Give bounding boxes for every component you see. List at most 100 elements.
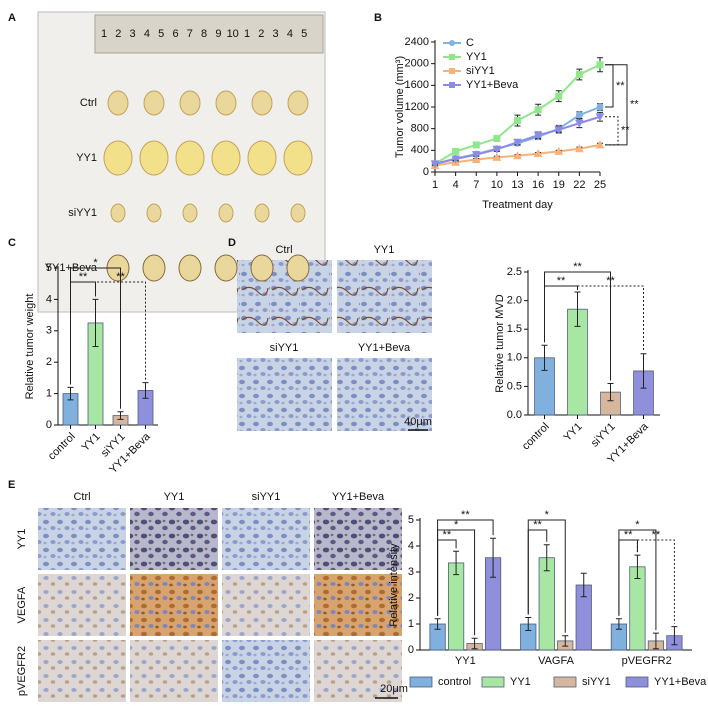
y-tick-label: 400 [411, 144, 429, 156]
marker [430, 160, 440, 169]
ihc-image [237, 358, 332, 431]
ihc-image [337, 260, 432, 333]
x-tick-label: 19 [553, 179, 565, 191]
tumor [182, 203, 198, 223]
error-bar [471, 637, 478, 650]
ruler [94, 14, 324, 54]
significance-label: * [93, 257, 98, 269]
error-bar [580, 572, 587, 598]
marker [575, 144, 584, 153]
marker [596, 61, 604, 69]
bar [447, 562, 465, 651]
y-tick-label: 3 [408, 566, 414, 578]
marker [514, 117, 521, 125]
significance-bracket [605, 64, 628, 146]
legend-label: control [438, 676, 471, 688]
bar [538, 557, 555, 651]
significance-label: ** [79, 271, 88, 283]
ruler-number: 5 [301, 28, 307, 40]
error-bar [607, 383, 614, 402]
error-bar [562, 635, 569, 647]
ihc-image [314, 508, 402, 570]
marker [533, 149, 543, 158]
ruler-number: 10 [227, 28, 239, 40]
tumor [107, 90, 129, 116]
ihc-image [38, 508, 126, 570]
tumor [110, 203, 126, 223]
y-tick-label: 5 [408, 514, 414, 526]
ihc-image [38, 574, 126, 636]
y-tick-label: 1 [408, 618, 414, 630]
row-label: VEGFA [16, 586, 28, 623]
significance-bracket [437, 519, 494, 616]
marker [513, 138, 522, 147]
scale-label: 40μm [404, 416, 432, 428]
row-label: YY1 [76, 152, 97, 164]
tumor [286, 254, 310, 282]
legend-marker [449, 82, 455, 88]
error-bar [117, 411, 124, 420]
legend-swatch [409, 676, 433, 688]
marker [471, 151, 481, 160]
y-tick-label: 0 [408, 644, 414, 656]
x-tick-label: 16 [532, 179, 544, 191]
marker [554, 126, 564, 135]
ihc-image [130, 508, 218, 570]
marker [575, 71, 583, 78]
error-bar [671, 626, 678, 646]
x-tick-label: 4 [453, 179, 459, 191]
significance-bracket [618, 529, 657, 631]
column-label: YY1+Beva [332, 491, 385, 503]
y-tick-label: 4 [46, 293, 52, 305]
x-tick-label: control [520, 421, 552, 453]
legend-label: YY1 [510, 676, 531, 688]
x-tick-label: 10 [491, 179, 503, 191]
x-tick-label: 25 [594, 179, 606, 191]
x-tick-label: 7 [473, 179, 479, 191]
marker [513, 151, 522, 160]
marker [596, 103, 604, 111]
marker [554, 146, 564, 155]
row-label: Ctrl [80, 97, 97, 109]
legend-label: YY1 [466, 51, 487, 63]
scale-label: 20μm [380, 683, 408, 695]
marker [492, 152, 502, 161]
tumor [251, 90, 273, 116]
error-bar [574, 291, 581, 327]
tumor [287, 90, 309, 116]
x-tick-label: 22 [573, 179, 585, 191]
y-tick-label: 2000 [405, 58, 429, 70]
marker [492, 145, 502, 154]
y-tick-label: 5 [46, 262, 52, 274]
ihc-image [222, 508, 310, 570]
significance-label: * [545, 509, 550, 521]
tumor [146, 203, 162, 223]
legend-label: siYY1 [582, 676, 611, 688]
x-tick-label: pVEGFR2 [622, 655, 672, 667]
tumor [283, 140, 313, 176]
ihc-image [314, 574, 402, 636]
ruler-number: 6 [172, 28, 178, 40]
legend-swatch [481, 676, 505, 688]
tumor [290, 203, 306, 223]
ruler-number: 1 [101, 28, 107, 40]
error-bar [634, 554, 641, 579]
ruler-number: 5 [158, 28, 164, 40]
significance-label: ** [630, 99, 639, 111]
y-tick-label: 0 [46, 419, 52, 431]
y-tick-label: 2400 [405, 36, 429, 48]
legend-swatch [625, 676, 649, 688]
tumor [218, 203, 234, 223]
y-tick-label: 1 [46, 388, 52, 400]
ruler-number: 2 [258, 28, 264, 40]
marker [533, 131, 543, 140]
significance-bracket [527, 519, 566, 633]
y-tick-label: 1600 [405, 79, 429, 91]
ruler-number: 3 [130, 28, 136, 40]
y-tick-label: 2 [408, 592, 414, 604]
legend-marker [449, 54, 455, 60]
panel-letter: E [8, 479, 15, 491]
x-tick-label: control [46, 431, 78, 463]
y-tick-label: 2 [46, 356, 52, 368]
